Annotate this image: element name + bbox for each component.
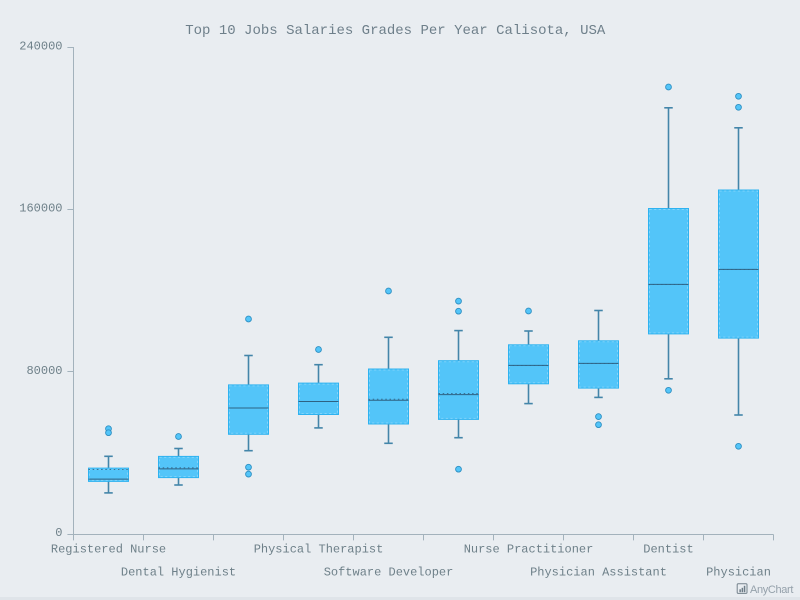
svg-text:80000: 80000: [26, 364, 62, 378]
svg-text:Registered Nurse: Registered Nurse: [51, 543, 166, 557]
svg-text:Physical Therapist: Physical Therapist: [254, 543, 384, 557]
svg-text:0: 0: [55, 526, 62, 540]
svg-text:Dental Hygienist: Dental Hygienist: [121, 566, 236, 580]
svg-text:Nurse Practitioner: Nurse Practitioner: [464, 543, 594, 557]
svg-text:Dentist: Dentist: [643, 543, 693, 557]
svg-text:160000: 160000: [19, 202, 62, 216]
svg-text:AnyChart: AnyChart: [750, 584, 793, 596]
svg-text:Physician: Physician: [706, 566, 771, 580]
svg-text:Top 10 Jobs Salaries Grades Pe: Top 10 Jobs Salaries Grades Per Year Cal…: [185, 23, 606, 39]
svg-text:Physician Assistant: Physician Assistant: [530, 566, 667, 580]
svg-text:Software Developer: Software Developer: [324, 566, 454, 580]
svg-text:240000: 240000: [19, 40, 62, 54]
